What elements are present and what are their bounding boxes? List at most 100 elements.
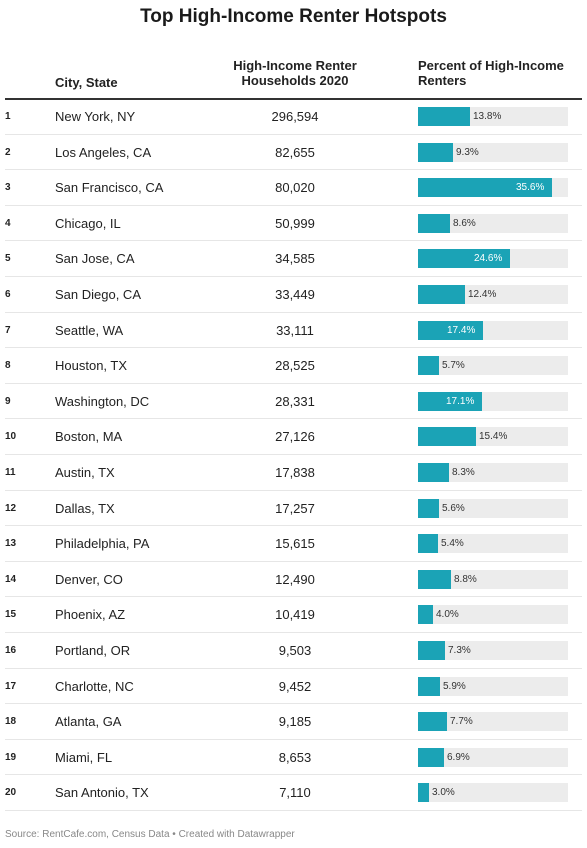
percent-bar-track: 24.6% — [418, 249, 568, 269]
households-cell: 82,655 — [275, 144, 315, 160]
percent-cell: 17.1% — [418, 384, 568, 420]
households-cell: 10,419 — [275, 607, 315, 623]
rank-cell: 11 — [5, 466, 16, 478]
city-cell: Portland, OR — [55, 642, 131, 658]
percent-bar-track: 6.9% — [418, 747, 568, 767]
city-cell: Los Angeles, CA — [55, 144, 152, 160]
city-cell: San Diego, CA — [55, 286, 141, 302]
percent-label: 5.9% — [443, 680, 466, 692]
rank-cell: 13 — [5, 538, 17, 550]
percent-bar-track: 8.6% — [418, 213, 568, 233]
rank-cell: 6 — [5, 288, 11, 300]
percent-bar — [418, 107, 470, 126]
percent-label: 17.4% — [447, 324, 476, 336]
percent-bar-track: 8.8% — [418, 569, 568, 589]
percent-cell: 7.7% — [418, 704, 568, 740]
percent-label: 5.6% — [442, 502, 465, 514]
percent-cell: 8.8% — [418, 562, 568, 598]
table-row: 4 Chicago, IL 50,999 8.6% — [5, 206, 582, 242]
rank-cell: 1 — [5, 111, 11, 122]
percent-bar — [418, 356, 439, 376]
percent-bar-track: 13.8% — [418, 107, 568, 126]
city-cell: Phoenix, AZ — [55, 607, 126, 623]
percent-bar — [418, 178, 552, 198]
households-cell: 27,126 — [275, 429, 315, 445]
percent-bar — [418, 605, 433, 625]
percent-bar — [418, 391, 482, 411]
percent-label: 13.8% — [473, 111, 502, 122]
percent-label: 7.3% — [448, 644, 471, 656]
percent-cell: 24.6% — [418, 241, 568, 277]
rank-cell: 15 — [5, 609, 17, 621]
percent-cell: 3.0% — [418, 775, 568, 811]
city-cell: Boston, MA — [55, 429, 123, 445]
rank-cell: 20 — [5, 787, 17, 799]
table-row: 17 Charlotte, NC 9,452 5.9% — [5, 669, 582, 705]
table-row: 3 San Francisco, CA 80,020 35.6% — [5, 170, 582, 206]
rank-cell: 9 — [5, 395, 11, 407]
table-row: 5 San Jose, CA 34,585 24.6% — [5, 241, 582, 277]
table-row: 14 Denver, CO 12,490 8.8% — [5, 562, 582, 598]
percent-cell: 8.3% — [418, 455, 568, 491]
percent-cell: 7.3% — [418, 633, 568, 669]
city-cell: Dallas, TX — [55, 500, 115, 516]
percent-bar-track: 17.1% — [418, 391, 568, 411]
rank-cell: 5 — [5, 253, 11, 265]
percent-bar — [418, 142, 453, 162]
source-note: Source: RentCafe.com, Census Data • Crea… — [5, 829, 295, 840]
percent-bar — [418, 427, 476, 447]
percent-bar-track: 5.9% — [418, 676, 568, 696]
percent-label: 24.6% — [474, 253, 503, 265]
households-cell: 33,111 — [276, 322, 314, 338]
table-row: 16 Portland, OR 9,503 7.3% — [5, 633, 582, 669]
percent-cell: 5.9% — [418, 669, 568, 705]
percent-cell: 6.9% — [418, 740, 568, 776]
households-cell: 80,020 — [275, 180, 315, 196]
table-header: City, State High-Income Renter Household… — [5, 54, 582, 100]
percent-label: 35.6% — [516, 182, 545, 194]
table-row: 15 Phoenix, AZ 10,419 4.0% — [5, 597, 582, 633]
percent-label: 9.3% — [456, 146, 479, 158]
percent-bar — [418, 249, 510, 269]
percent-bar-track: 4.0% — [418, 605, 568, 625]
percent-label: 8.3% — [452, 466, 475, 478]
percent-label: 6.9% — [447, 751, 470, 763]
table-row: 2 Los Angeles, CA 82,655 9.3% — [5, 135, 582, 171]
percent-label: 7.7% — [450, 716, 473, 728]
households-cell: 7,110 — [279, 785, 311, 801]
percent-bar — [418, 498, 439, 518]
percent-cell: 9.3% — [418, 135, 568, 171]
header-percent[interactable]: Percent of High-Income Renters — [418, 58, 564, 88]
households-cell: 34,585 — [275, 251, 315, 267]
households-cell: 12,490 — [275, 571, 315, 587]
households-cell: 8,653 — [278, 749, 312, 765]
rank-cell: 3 — [5, 182, 11, 194]
percent-bar-track: 5.6% — [418, 498, 568, 518]
households-cell: 9,185 — [278, 714, 312, 730]
percent-bar — [418, 712, 447, 732]
households-cell: 50,999 — [275, 215, 315, 231]
rank-cell: 7 — [5, 324, 11, 336]
percent-bar-track: 12.4% — [418, 284, 568, 304]
percent-cell: 12.4% — [418, 277, 568, 313]
percent-label: 4.0% — [436, 609, 459, 621]
rank-cell: 16 — [5, 644, 17, 656]
percent-bar — [418, 534, 438, 554]
header-count[interactable]: High-Income Renter Households 2020 — [233, 58, 357, 88]
percent-cell: 5.7% — [418, 348, 568, 384]
table-body: 1 New York, NY 296,594 13.8% 2 Los Angeles, C… — [5, 99, 582, 811]
city-cell: Atlanta, GA — [55, 714, 122, 730]
table-row: 12 Dallas, TX 17,257 5.6% — [5, 491, 582, 527]
percent-cell: 5.4% — [418, 526, 568, 562]
households-cell: 296,594 — [271, 109, 319, 124]
table-row: 13 Philadelphia, PA 15,615 5.4% — [5, 526, 582, 562]
city-cell: Austin, TX — [55, 464, 115, 480]
city-cell: San Antonio, TX — [55, 785, 149, 801]
city-cell: New York, NY — [55, 109, 136, 124]
percent-bar — [418, 213, 450, 233]
header-city[interactable]: City, State — [55, 75, 118, 90]
percent-bar — [418, 747, 444, 767]
percent-label: 8.6% — [453, 217, 476, 229]
households-cell: 9,452 — [278, 678, 312, 694]
rank-cell: 4 — [5, 217, 11, 229]
